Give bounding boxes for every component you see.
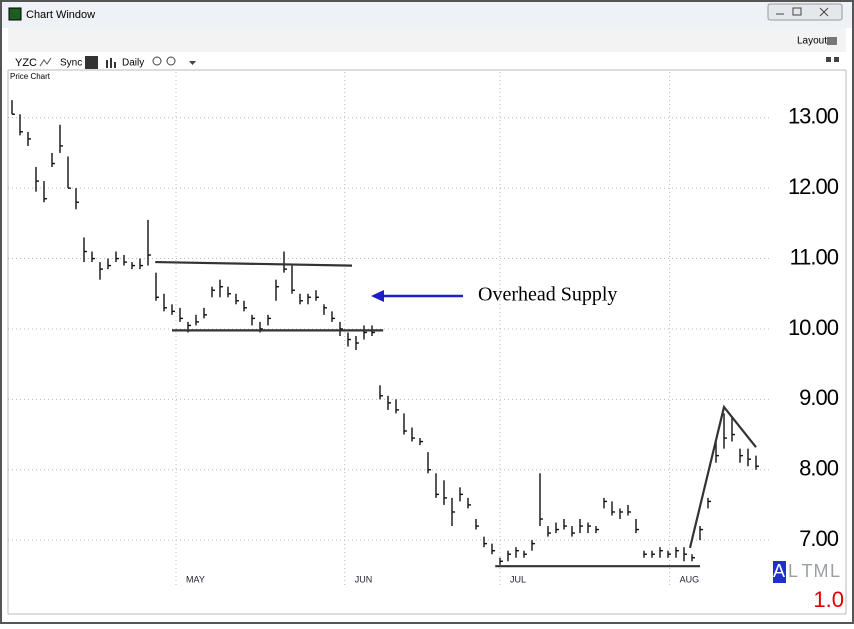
y-tick-label: 11.00: [790, 244, 839, 269]
dropdown[interactable]: [189, 61, 196, 65]
x-tick-label: JUL: [510, 574, 526, 584]
zoom-out[interactable]: [166, 56, 176, 66]
scale-mode[interactable]: L: [788, 561, 798, 581]
trend-line: [688, 404, 757, 549]
y-tick-label: 8.00: [799, 456, 839, 481]
scale-mode[interactable]: A: [773, 561, 785, 581]
panel-icon[interactable]: [834, 57, 839, 62]
x-tick-label: AUG: [680, 574, 700, 584]
y-tick-label: 13.00: [788, 104, 839, 129]
bars-icon[interactable]: [106, 58, 116, 68]
y-tick-label: 7.00: [799, 526, 839, 551]
zoom-level: 1.0: [813, 587, 844, 612]
layout-icon[interactable]: [827, 37, 837, 45]
mode-highlight: [773, 561, 786, 583]
window-buttons[interactable]: [767, 3, 843, 21]
restore-icon: [792, 7, 802, 16]
window-title: Chart Window: [26, 9, 95, 21]
panel-icon[interactable]: [826, 57, 831, 62]
x-tick-label: MAY: [186, 574, 205, 584]
scale-mode[interactable]: M: [814, 561, 829, 581]
title-bar: [2, 2, 852, 28]
tool-icon[interactable]: [85, 56, 98, 69]
scale-mode[interactable]: T: [802, 561, 813, 581]
y-tick-label: 9.00: [799, 385, 839, 410]
scale-mode[interactable]: L: [830, 561, 840, 581]
chart-style-icon[interactable]: [39, 57, 52, 67]
annotation: Overhead Supply: [478, 284, 617, 306]
annotation-arrowhead: [371, 290, 384, 302]
menu-bar: [8, 28, 846, 52]
plot: 7.00 8.00 9.00 10.00 11.00 12.00 13.00 MAY JUN JU…: [8, 72, 840, 588]
layout-button[interactable]: Layout: [797, 36, 827, 47]
y-tick-label: 10.00: [788, 315, 839, 340]
panel-title: Price Chart: [10, 72, 51, 81]
zoom-in[interactable]: [152, 56, 162, 66]
close-icon: [819, 7, 829, 17]
sync-button[interactable]: Sync: [60, 58, 82, 69]
app-icon: [8, 7, 22, 21]
trend-line: [155, 260, 353, 267]
y-tick-label: 12.00: [788, 174, 839, 199]
x-tick-label: JUN: [355, 574, 373, 584]
symbol[interactable]: YZC: [15, 57, 37, 69]
period-button[interactable]: Daily: [122, 58, 144, 69]
